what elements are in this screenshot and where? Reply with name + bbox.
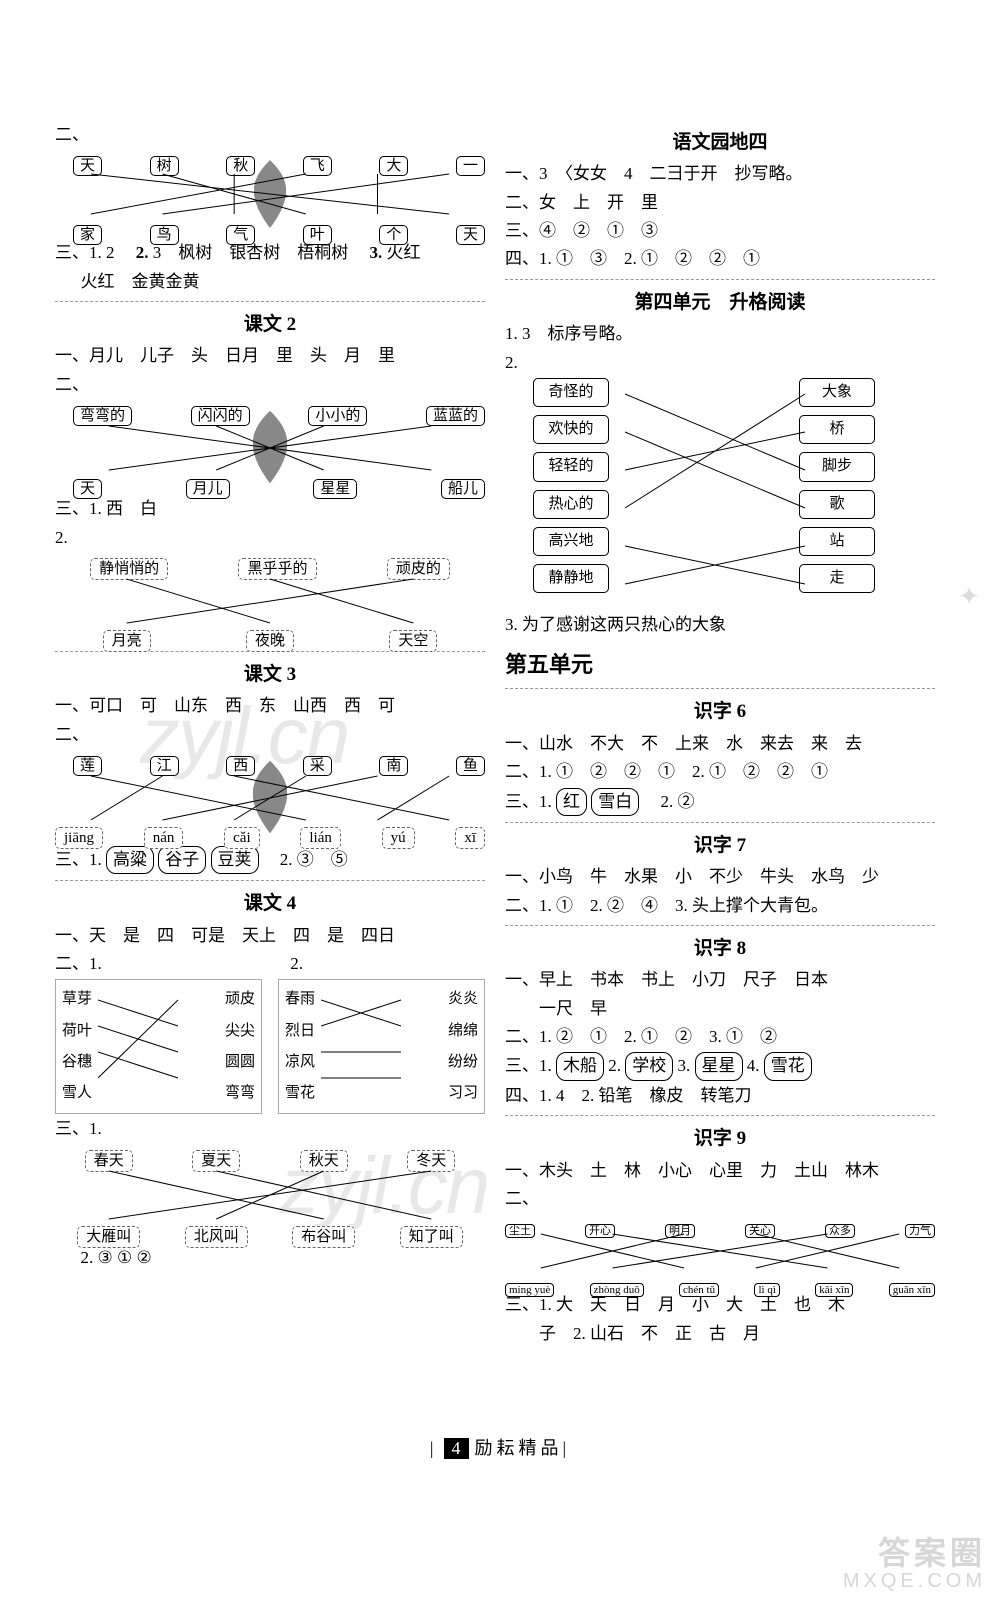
section-title: 第四单元 升格阅读 [505,288,935,317]
match-diagram-6: 尘土开心明月关心众多力气 míng yuèzhòng duōchén tǔlì … [505,1216,935,1288]
unit-title: 第五单元 [505,648,935,682]
page-footer: |4励耘精品| [55,1434,945,1460]
match-diagram-4: 莲江西采南鱼 jiāngnáncǎiliányúxī [55,752,485,842]
answer: 一、月儿 儿子 头 日月 里 头 月 里 [55,343,485,369]
q-label: 二、 [55,722,485,748]
q-label: 三、1. [505,792,552,811]
answer: 子 2. 山石 不 正 古 月 [505,1321,935,1347]
left-column: 二、 天树秋飞大一 家鸟气叶个天 三、1. 2 2. 3 枫树 银杏树 梧桐树 … [55,120,485,1416]
q-label: 二、1. [55,954,102,973]
section-title: 课文 2 [55,310,485,339]
match-diagram-1: 天树秋飞大一 家鸟气叶个天 [55,152,485,236]
circled-answer: 星星 [695,1052,743,1080]
q-label: 2. [505,350,935,376]
answer: 2. ③ ⑤ [280,850,348,869]
section-title: 识字 8 [505,934,935,963]
separator [505,279,935,280]
section-title: 语文园地四 [505,128,935,157]
q-label: 二、 [55,372,485,398]
q-label: 三、1. [505,1056,552,1075]
q-label: 4. [747,1056,760,1075]
separator [505,688,935,689]
answer: 二、1. ① 2. ② ④ 3. 头上撑个大青包。 [505,893,935,919]
section-title: 识字 6 [505,697,935,726]
answer: 一、可口 可 山东 西 东 山西 西 可 [55,693,485,719]
answer: 一、山水 不大 不 上来 水 来去 来 去 [505,731,935,757]
answer: 二、女 上 开 里 [505,190,935,216]
answer: 二、1. ① ② ② ① 2. ① ② ② ① [505,759,935,785]
grid-match-2: 春雨烈日凉风雪花 炎炎绵绵纷纷习习 [278,979,485,1114]
circled-answer: 雪花 [764,1052,812,1080]
circled-answer: 雪白 [591,788,639,816]
match-diagram-3: 静悄悄的黑乎乎的顽皮的 月亮夜晚天空 [55,555,485,645]
match-diagram-5: 春天夏天秋天冬天 大雁叫北风叫布谷叫知了叫 [55,1147,485,1241]
q-label: 3. [678,1056,691,1075]
right-column: 语文园地四 一、3 〈女女 4 二⺕于开 抄写略。 二、女 上 开 里 三、④ … [505,120,935,1416]
q-label: 二、 [505,1186,935,1212]
q-label: 2. [290,954,303,973]
answer: 3. 为了感谢这两只热心的大象 [505,612,935,638]
section-title: 课文 4 [55,889,485,918]
star-decoration: ✦ [958,582,980,612]
answer: 四、1. 4 2. 铅笔 橡皮 转笔刀 [505,1083,935,1109]
answer: 一、天 是 四 可是 天上 四 是 四日 [55,923,485,949]
separator [55,880,485,881]
separator [505,822,935,823]
section-title: 识字 7 [505,831,935,860]
q-label: 三、1. [55,850,102,869]
separator [55,301,485,302]
circled-answer: 学校 [625,1052,673,1080]
answer: 2. ② [661,792,695,811]
bottom-watermark: 答案圈 MXQE.COM [843,1537,986,1592]
grid-match-1: 草芽荷叶谷穗雪人 顽皮尖尖圆圆弯弯 [55,979,262,1114]
answer: 火红 金黄金黄 [55,269,485,295]
answer: 一、木头 土 林 小心 心里 力 土山 林木 [505,1158,935,1184]
answer: 1. 3 标序号略。 [505,321,935,347]
separator [505,1115,935,1116]
match-diagram-2: 弯弯的闪闪的小小的蓝蓝的 天月儿星星船儿 [55,402,485,492]
two-col-match: 奇怪的欢快的轻轻的热心的高兴地静静地 大象桥脚步歌站走 [505,378,935,610]
answer: 二、1. ② ① 2. ① ② 3. ① ② [505,1024,935,1050]
q-label: 三、1. [55,1116,485,1142]
section-title: 识字 9 [505,1124,935,1153]
answer: 四、1. ① ③ 2. ① ② ② ① [505,246,935,272]
circled-answer: 木船 [556,1052,604,1080]
section-title: 课文 3 [55,660,485,689]
circled-answer: 红 [556,788,587,816]
answer: 一、早上 书本 书上 小刀 尺子 日本 [505,967,935,993]
answer: 一尺 早 [505,996,935,1022]
answer: 一、3 〈女女 4 二⺕于开 抄写略。 [505,161,935,187]
answer: 三、④ ② ① ③ [505,218,935,244]
q-label: 2. [55,525,485,551]
q-label: 二、 [55,125,89,144]
separator [505,925,935,926]
answer: 一、小鸟 牛 水果 小 不少 牛头 水鸟 少 [505,864,935,890]
q-label: 2. [608,1056,621,1075]
